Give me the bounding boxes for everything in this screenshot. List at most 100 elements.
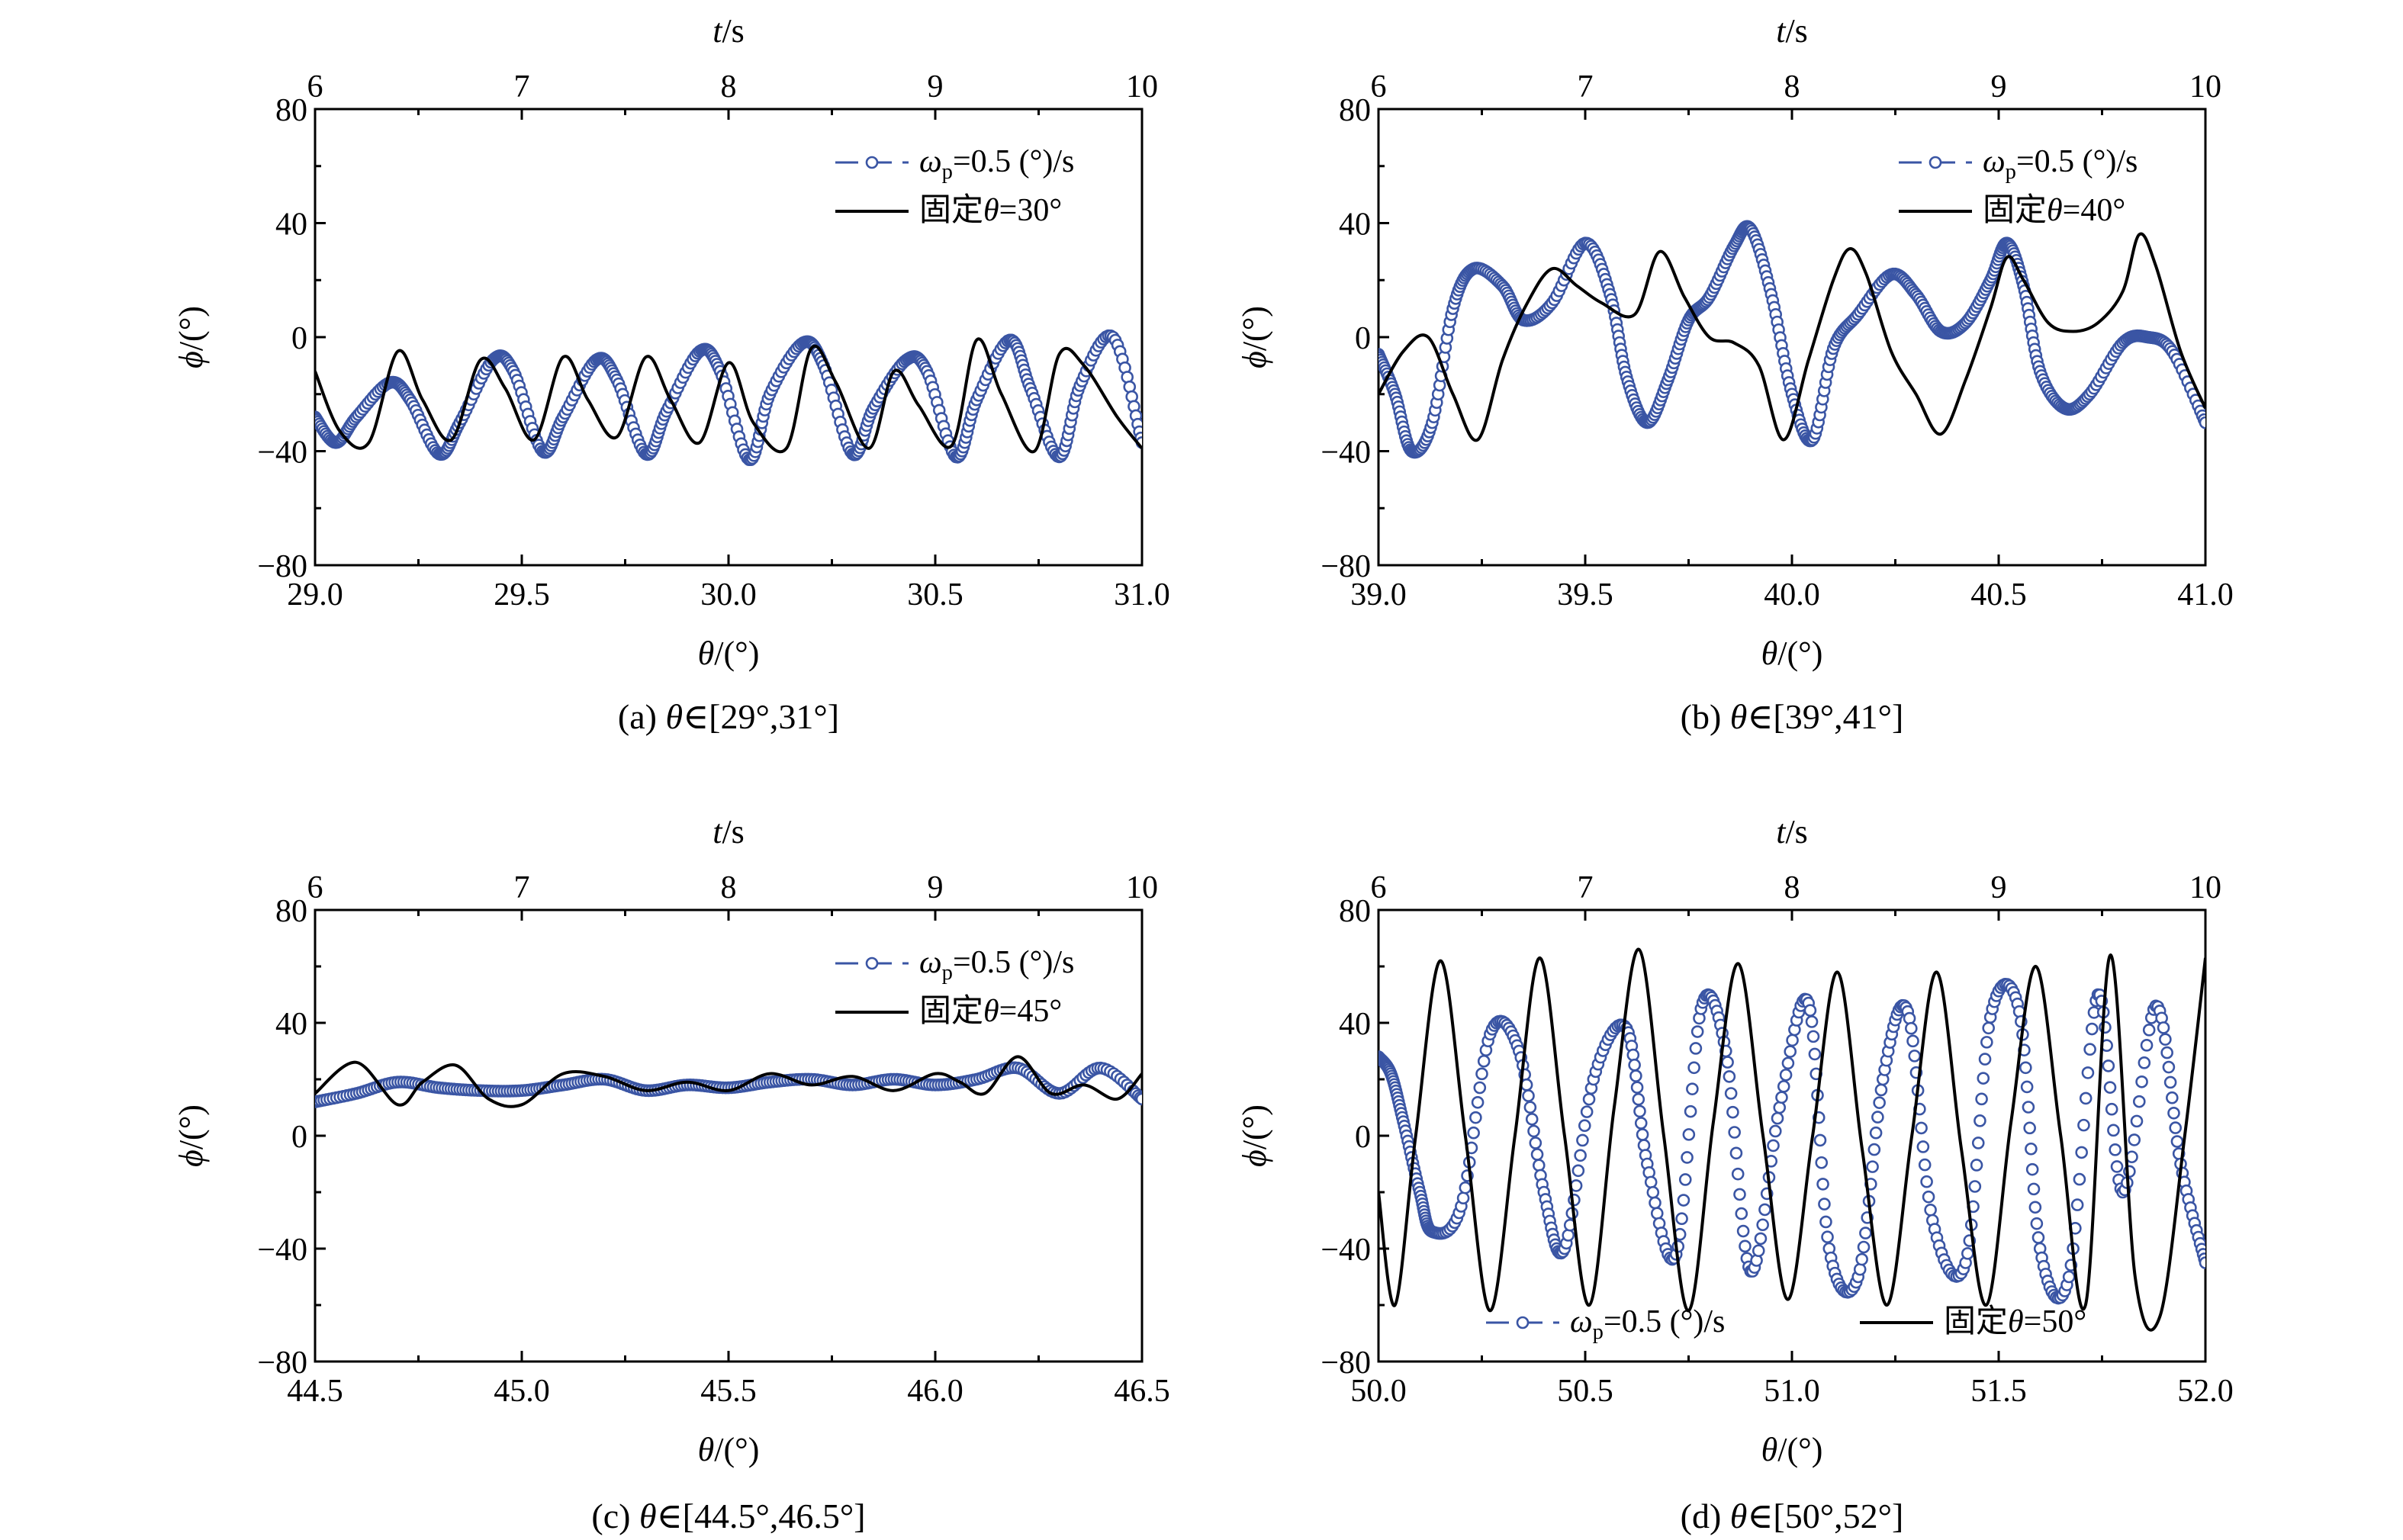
top-axis-label: t/s [1776, 12, 1808, 50]
y-axis-label: ϕ/(°) [1236, 1104, 1273, 1167]
series-marker [2110, 1160, 2124, 1173]
legend-label-line: 固定θ=40° [1983, 192, 2125, 228]
legend-label-marker: ωp=0.5 (°)/s [919, 945, 1074, 985]
series-marker [1469, 1111, 1482, 1124]
series-marker [1920, 1175, 1933, 1188]
series-marker [1721, 1056, 1734, 1069]
series-marker [2159, 1033, 2172, 1046]
x-tick-label: 30.5 [907, 577, 963, 612]
series-marker [1529, 1137, 1542, 1149]
series-marker [1678, 1173, 1692, 1186]
series-marker [1630, 1081, 1644, 1094]
series-marker [1726, 1105, 1739, 1119]
series-marker [1582, 1092, 1596, 1106]
series-marker [1805, 1015, 1819, 1028]
y-tick-label: 0 [1355, 321, 1371, 356]
series-marker [2019, 1061, 2032, 1075]
series-marker [1576, 1133, 1589, 1147]
legend-marker [865, 956, 879, 970]
series-marker [1806, 1030, 1820, 1043]
x-tick-label: 50.5 [1557, 1374, 1613, 1409]
series-marker [1869, 1126, 1883, 1140]
series-marker [1784, 1045, 1797, 1058]
x-tick-label: 51.5 [1970, 1374, 2027, 1409]
series-marker [2022, 1101, 2035, 1114]
series-marker [1636, 1128, 1649, 1141]
series-marker [1530, 1148, 1544, 1161]
series-marker [1571, 1164, 1585, 1178]
series-marker [2170, 1135, 2184, 1148]
legend-marker [1929, 156, 1942, 169]
series-marker [2030, 1217, 2044, 1230]
x-tick-label: 29.0 [287, 577, 343, 612]
series-marker [1974, 1114, 1986, 1127]
x-tick-label: 39.5 [1557, 577, 1613, 612]
x-tick-label: 45.0 [494, 1374, 550, 1409]
panel-caption: (d) θ∈[50°,52°] [1681, 1497, 1904, 1535]
series-marker [1684, 1104, 1697, 1118]
series-marker [1754, 1232, 1768, 1246]
x-tick-label: 46.0 [907, 1374, 963, 1409]
series-marker [1682, 1128, 1696, 1141]
x-tick-label: 40.5 [1970, 577, 2027, 612]
series-marker [1968, 1180, 1982, 1193]
top-tick-label: 6 [307, 870, 323, 905]
series-marker [2199, 416, 2205, 429]
top-tick-label: 9 [928, 870, 944, 905]
series-marker [1731, 1167, 1745, 1181]
series-marker [1975, 1092, 1988, 1106]
series-line [315, 337, 1142, 454]
series-marker [2140, 1039, 2154, 1052]
series-marker [1786, 1034, 1799, 1047]
series-marker [1815, 1156, 1829, 1169]
top-axis-label: t/s [713, 12, 745, 50]
series-marker [1775, 1091, 1788, 1104]
series-marker [2031, 1231, 2045, 1244]
y-axis-label: ϕ/(°) [1236, 306, 1273, 368]
series-marker [2167, 1107, 2180, 1120]
legend: ωp=0.5 (°)/s 固定θ=50° [1486, 1304, 2086, 1344]
series-marker [2163, 1075, 2177, 1089]
panel-c: 44.5 45.0 45.5 46.0 46.5 6 7 8 9 10 80 40 0 −40 −80 θ/(… [172, 813, 1170, 1535]
y-tick-label: 0 [291, 321, 307, 356]
x-tick-label: 52.0 [2177, 1374, 2234, 1409]
series-marker [1767, 1139, 1780, 1153]
top-tick-label: 9 [1991, 69, 2007, 104]
series-marker [1906, 1034, 1919, 1048]
y-tick-label: −80 [257, 1345, 307, 1381]
series-marker [2138, 1056, 2151, 1069]
series-marker [2023, 1121, 2036, 1135]
series-marker [1733, 1188, 1746, 1201]
plot-area [1378, 220, 2205, 459]
panel-a: 29.0 29.5 30.0 30.5 31.0 6 7 8 9 10 80 40 0 −40 −80 θ/(… [172, 12, 1170, 736]
series-marker [1859, 1227, 1872, 1239]
series-marker [2028, 1201, 2042, 1214]
series-marker [1916, 1140, 1930, 1153]
series-marker [1522, 1089, 1535, 1102]
series-marker [1578, 1119, 1591, 1133]
series-marker [1855, 1252, 1868, 1266]
top-tick-label: 10 [1126, 870, 1158, 905]
series-marker [2025, 1162, 2039, 1176]
series-marker [1634, 1117, 1648, 1130]
series-marker [1819, 1215, 1832, 1229]
top-tick-label: 10 [2189, 69, 2221, 104]
top-tick-label: 8 [1784, 69, 1800, 104]
series-marker [1779, 1068, 1793, 1082]
series-marker [1690, 1025, 1704, 1038]
series-marker [2157, 1021, 2170, 1034]
series-marker [1728, 1126, 1741, 1139]
top-tick-label: 7 [514, 870, 530, 905]
series-marker [1562, 1229, 1575, 1242]
series-marker [1736, 1224, 1750, 1238]
panel-caption: (a) θ∈[29°,31°] [618, 697, 839, 736]
series-marker [1971, 1137, 1985, 1149]
series-marker [1978, 1053, 1992, 1066]
series-marker [1970, 1159, 1983, 1172]
series-marker [1961, 1247, 1974, 1260]
series-marker [1475, 1067, 1488, 1081]
series-marker [1818, 1198, 1831, 1210]
series-marker [2020, 1080, 2034, 1094]
legend-marker [1516, 1316, 1530, 1329]
series-marker [1649, 1196, 1662, 1210]
